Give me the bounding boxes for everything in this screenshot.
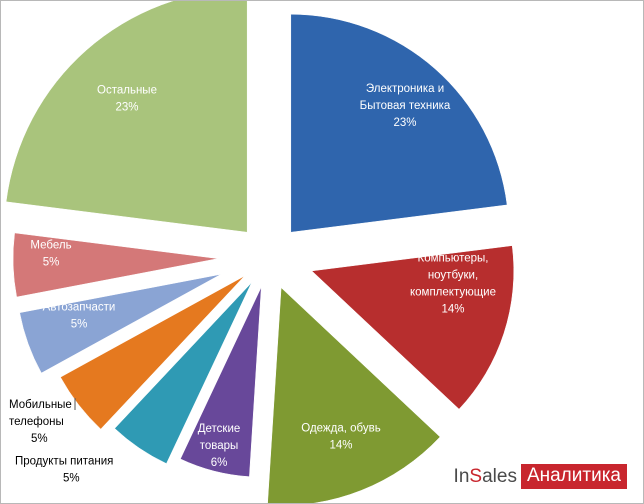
pie-slice — [12, 232, 219, 298]
slice-name: Одежда, обувь — [301, 423, 380, 435]
slice-percent: 23% — [393, 117, 416, 129]
slice-label: Продукты питания 5% — [15, 456, 113, 485]
slice-label: Одежда, обувь 14% — [301, 423, 380, 452]
slice-name: Детские — [198, 423, 241, 435]
slice-name: Электроника и — [366, 83, 444, 95]
pie-slice — [311, 245, 515, 410]
slice-label: Компьютеры, ноутбуки, комплектующие 14% — [410, 253, 496, 316]
slice-name: товары — [200, 440, 239, 452]
pie-slice — [5, 1, 248, 233]
slice-percent: 14% — [441, 304, 464, 316]
slice-percent: 23% — [115, 102, 138, 114]
slice-percent: 6% — [211, 457, 228, 469]
slice-label: Мобильные телефоны 5% — [9, 399, 72, 445]
slice-label: Детские товары 6% — [198, 423, 241, 469]
pie-slice — [267, 287, 441, 503]
pie-slice — [180, 286, 262, 477]
pie-slice — [114, 282, 252, 464]
slice-percent: 5% — [71, 319, 88, 331]
slice-label: Электроника и Бытовая техника 23% — [360, 83, 451, 129]
pie-slice — [290, 13, 508, 233]
slice-name: Остальные — [97, 85, 157, 97]
slice-percent: 5% — [43, 257, 60, 269]
slice-percent: 5% — [63, 473, 80, 485]
slice-name: Мебель — [30, 240, 71, 252]
slice-name: ноутбуки, — [428, 270, 478, 282]
slice-label: Мебель 5% — [30, 240, 71, 269]
logo-brand: InSales — [453, 465, 517, 487]
pie-slice — [60, 275, 245, 430]
pie-slice — [19, 274, 222, 374]
slice-name: комплектующие — [410, 287, 496, 299]
slice-percent: 14% — [329, 440, 352, 452]
insales-logo: InSales Аналитика — [454, 464, 627, 489]
slice-name: телефоны — [9, 416, 64, 428]
slice-label: Автозапчасти 5% — [43, 302, 116, 331]
slice-label: Остальные 23% — [97, 85, 157, 114]
slice-name: Автозапчасти — [43, 302, 116, 314]
slice-name: Продукты питания — [15, 456, 113, 468]
logo-badge: Аналитика — [520, 464, 627, 489]
slice-name: Мобильные — [9, 399, 72, 411]
slice-name: Бытовая техника — [360, 100, 451, 112]
slice-name: Компьютеры, — [418, 253, 489, 265]
slice-percent: 5% — [31, 433, 48, 445]
